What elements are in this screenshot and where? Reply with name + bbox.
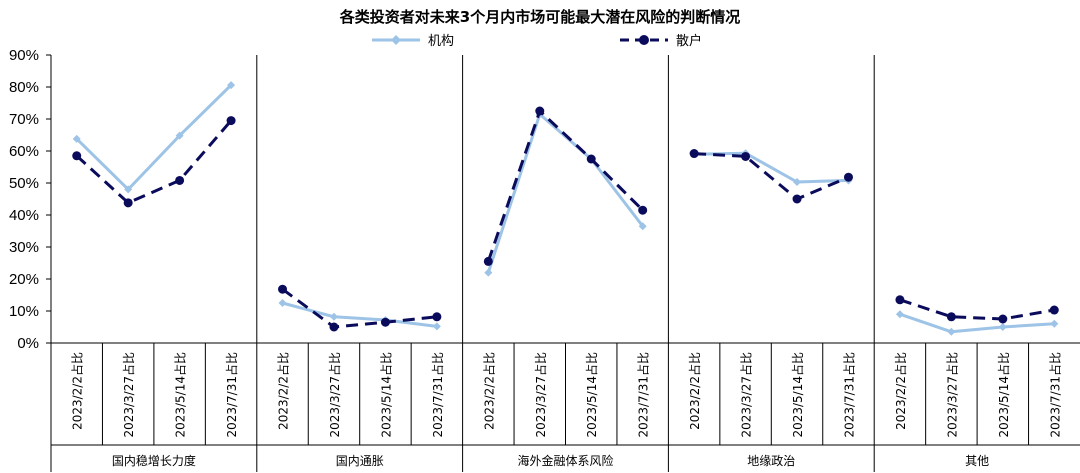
series-line-institution — [75, 84, 233, 191]
data-point-retail — [380, 317, 390, 327]
category-tick-label: 2023/3/27占比 — [533, 352, 548, 438]
series-line-retail — [899, 298, 1055, 321]
data-point-institution — [947, 327, 956, 336]
group-label: 国内稳增长力度 — [112, 453, 196, 468]
category-tick-label: 2023/5/14占比 — [378, 352, 393, 438]
data-point-institution — [72, 134, 81, 143]
legend-institution-marker — [391, 35, 401, 45]
category-tick-label: 2023/2/2占比 — [687, 352, 702, 430]
series-line-retail — [281, 287, 438, 329]
category-tick-label: 2023/7/31占比 — [224, 352, 239, 438]
data-point-retail — [792, 194, 802, 204]
category-tick-label: 2023/2/2占比 — [893, 352, 908, 430]
data-point-institution — [227, 81, 236, 90]
data-point-retail — [638, 205, 648, 215]
category-tick-label: 2023/7/31占比 — [636, 352, 651, 438]
data-point-institution — [124, 185, 133, 194]
category-tick-label: 2023/2/2占比 — [481, 352, 496, 430]
data-point-institution — [1050, 319, 1059, 328]
data-point-institution — [484, 268, 493, 277]
category-tick-label: 2023/5/14占比 — [173, 352, 188, 438]
data-point-institution — [895, 310, 904, 319]
y-tick-label: 30% — [9, 239, 39, 256]
group-label: 其他 — [965, 454, 989, 468]
category-tick-label: 2023/2/2占比 — [276, 352, 291, 430]
category-tick-label: 2023/3/27占比 — [327, 352, 342, 438]
y-tick-label: 20% — [9, 271, 39, 288]
category-labels: 2023/2/2占比 2023/3/27占比 2023/5/14占比 2023/7/3… — [70, 352, 1063, 468]
y-tick-label: 90% — [9, 47, 39, 64]
data-point-retail — [1049, 305, 1059, 315]
legend-retail-marker — [639, 35, 649, 45]
series-line-institution — [282, 301, 438, 328]
axes: 0% 10% 20% 30% 40% 50% 60% 70% 80% 90% — [9, 47, 1080, 472]
series-line-retail — [486, 109, 644, 262]
category-tick-label: 2023/7/31占比 — [841, 352, 856, 438]
category-tick-label: 2023/5/14占比 — [584, 352, 599, 438]
data-point-retail — [278, 284, 288, 294]
data-point-retail — [946, 312, 956, 322]
data-point-retail — [586, 154, 596, 164]
data-point-retail — [432, 312, 442, 322]
data-point-retail — [329, 322, 339, 332]
legend-institution-label: 机构 — [428, 34, 454, 49]
series-line-institution — [486, 112, 644, 274]
data-point-retail — [895, 295, 905, 305]
y-tick-label: 50% — [9, 175, 39, 192]
y-tick-label: 70% — [9, 111, 39, 128]
category-tick-label: 2023/5/14占比 — [790, 352, 805, 438]
y-tick-label: 10% — [9, 303, 39, 320]
data-point-retail — [998, 314, 1008, 324]
data-point-retail — [535, 106, 545, 116]
y-tick-label: 80% — [9, 79, 39, 96]
category-tick-label: 2023/2/2占比 — [70, 352, 85, 430]
group-label: 国内通胀 — [336, 454, 384, 468]
category-tick-label: 2023/7/31占比 — [1047, 352, 1062, 438]
data-point-institution — [278, 299, 287, 307]
series-layer — [72, 81, 1059, 336]
legend-retail-label: 散户 — [676, 33, 702, 49]
data-point-retail — [689, 149, 699, 159]
y-tick-label: 60% — [9, 143, 39, 160]
data-point-institution — [998, 323, 1007, 331]
group-separators — [51, 55, 1080, 472]
y-tick-label: 40% — [9, 207, 39, 224]
category-tick-label: 2023/3/27占比 — [739, 352, 754, 438]
data-point-retail — [175, 175, 185, 185]
category-tick-label: 2023/3/27占比 — [121, 352, 136, 438]
series-line-retail — [694, 152, 850, 201]
group-label: 地缘政治 — [747, 454, 795, 468]
data-point-institution — [175, 131, 184, 140]
series-line-retail — [75, 119, 233, 205]
y-tick-label: 0% — [17, 335, 39, 352]
data-point-retail — [741, 151, 751, 161]
data-point-institution — [432, 322, 441, 331]
legend: 机构 散户 — [372, 33, 702, 49]
data-point-retail — [226, 116, 236, 126]
category-tick-label: 2023/5/14占比 — [996, 352, 1011, 438]
data-point-retail — [72, 151, 82, 161]
data-point-institution — [638, 222, 647, 231]
data-point-institution — [793, 178, 802, 187]
category-tick-label: 2023/7/31占比 — [430, 352, 445, 438]
data-point-institution — [329, 312, 338, 321]
data-point-retail — [483, 256, 493, 266]
data-point-retail — [123, 198, 133, 208]
chart-title: 各类投资者对未来3个月内市场可能最大潜在风险的判断情况 — [339, 8, 740, 26]
group-label: 海外金融体系风险 — [517, 453, 613, 468]
category-tick-label: 2023/3/27占比 — [944, 352, 959, 438]
data-point-retail — [843, 172, 853, 182]
series-line-institution — [899, 312, 1055, 334]
